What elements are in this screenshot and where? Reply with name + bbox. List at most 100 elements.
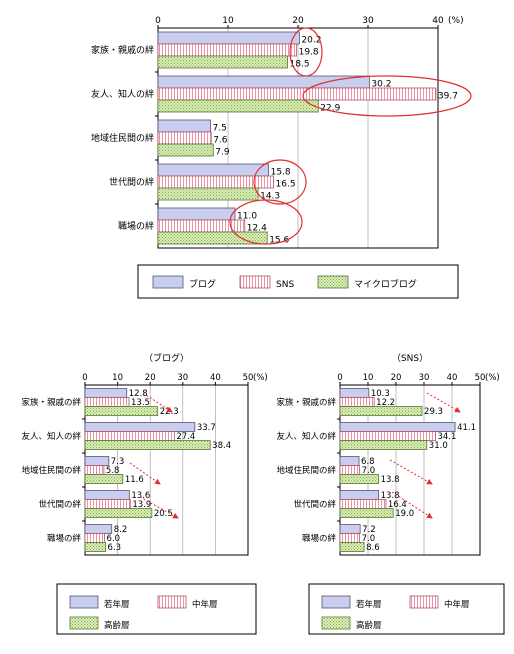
legend-label: 高齢層 — [104, 620, 130, 631]
x-tick-label: 20 — [292, 16, 304, 26]
x-tick-label: 20 — [391, 373, 402, 383]
legend-label: 若年層 — [104, 599, 130, 610]
value-label: 39.7 — [438, 92, 458, 102]
value-label: 15.8 — [271, 168, 291, 178]
x-tick-label: 0 — [337, 373, 342, 383]
x-tick-label: 40 — [447, 373, 458, 383]
value-label: 7.5 — [213, 124, 227, 134]
bar — [339, 456, 360, 466]
bar — [84, 397, 130, 407]
trend-arrow — [142, 392, 173, 413]
category-label: 家族・親戚の絆 — [276, 397, 336, 408]
value-label: 6.8 — [361, 457, 375, 467]
bar — [157, 131, 212, 145]
legend-swatch — [152, 275, 184, 289]
bar — [157, 187, 259, 201]
legend-swatch — [69, 595, 99, 609]
bar — [339, 388, 370, 398]
bar — [157, 75, 370, 89]
bar — [84, 388, 128, 398]
category-label: 地域住民間の絆 — [21, 465, 81, 476]
value-label: 41.1 — [457, 423, 476, 433]
x-tick-label: 30 — [362, 16, 374, 26]
bar — [84, 533, 105, 543]
bar — [339, 431, 436, 441]
legend-swatch — [409, 595, 439, 609]
category-label: 職場の絆 — [47, 533, 82, 544]
value-label: 13.8 — [381, 475, 400, 485]
value-label: 16.4 — [388, 500, 407, 510]
x-tick-label: 0 — [155, 16, 161, 26]
value-label: 18.5 — [290, 60, 310, 70]
bar — [339, 397, 375, 407]
trend-arrow — [389, 459, 433, 485]
bar — [84, 508, 153, 518]
value-label: 33.7 — [197, 423, 216, 433]
value-label: 8.6 — [366, 543, 380, 553]
legend-label: SNS — [276, 280, 294, 290]
bar — [339, 422, 456, 432]
x-tick-label: 10 — [222, 16, 234, 26]
value-label: 15.6 — [269, 236, 289, 246]
x-tick-label: 50 — [475, 373, 486, 383]
bar — [339, 499, 387, 509]
highlight-ellipse — [253, 159, 307, 205]
value-label: 20.5 — [154, 509, 173, 519]
highlight-ellipse — [302, 75, 472, 117]
value-label: 7.0 — [362, 534, 376, 544]
value-label: 6.0 — [107, 534, 121, 544]
bar — [84, 524, 113, 534]
category-label: 職場の絆 — [302, 533, 337, 544]
bar — [339, 440, 428, 450]
legend-swatch — [321, 616, 351, 630]
legend-swatch — [69, 616, 99, 630]
trend-arrow — [139, 496, 179, 519]
bar — [157, 43, 298, 57]
category-label: 友人、知人の絆 — [91, 88, 154, 100]
value-label: 27.4 — [176, 432, 195, 442]
value-label: 12.2 — [376, 398, 395, 408]
chart-0: 0 10 20 30 40 (%) 家族・親戚の絆 20.2 19.8 18.5 友人、知人の絆 30… — [91, 16, 464, 299]
value-label: 13.6 — [131, 491, 150, 501]
value-label: 14.3 — [260, 192, 280, 202]
category-label: 友人、知人の絆 — [276, 431, 336, 442]
category-label: 家族・親戚の絆 — [91, 44, 154, 56]
bar — [339, 490, 380, 500]
legend-swatch — [317, 275, 349, 289]
legend-swatch — [239, 275, 271, 289]
legend-label: ブログ — [189, 278, 216, 290]
value-label: 29.3 — [424, 407, 443, 417]
value-label: 7.3 — [111, 457, 125, 467]
bar — [84, 499, 131, 509]
legend-label: 中年層 — [444, 599, 470, 610]
unit-label: (%) — [253, 373, 268, 383]
highlight-ellipse — [229, 199, 303, 245]
category-label: 世代間の絆 — [38, 499, 81, 510]
bar — [157, 99, 319, 113]
x-tick-label: 0 — [82, 373, 87, 383]
value-label: 22.3 — [160, 407, 179, 417]
bar — [157, 31, 300, 45]
bar — [84, 422, 196, 432]
value-label: 13.8 — [381, 491, 400, 501]
category-label: 世代間の絆 — [109, 176, 154, 188]
value-label: 30.2 — [371, 80, 391, 90]
bar — [339, 406, 423, 416]
highlight-ellipse — [289, 27, 323, 77]
bar — [339, 533, 361, 543]
bar — [157, 207, 236, 221]
bar — [84, 490, 130, 500]
value-label: 7.9 — [215, 148, 230, 158]
category-label: 家族・親戚の絆 — [21, 397, 81, 408]
bar — [84, 406, 159, 416]
category-label: 地域住民間の絆 — [91, 132, 154, 144]
category-label: 世代間の絆 — [293, 499, 336, 510]
bar — [157, 55, 288, 69]
bar — [157, 143, 214, 157]
bar — [84, 474, 124, 484]
legend-label: マイクロブログ — [354, 278, 417, 290]
legend-label: 中年層 — [192, 599, 218, 610]
bar — [84, 465, 105, 475]
value-label: 38.4 — [212, 441, 231, 451]
